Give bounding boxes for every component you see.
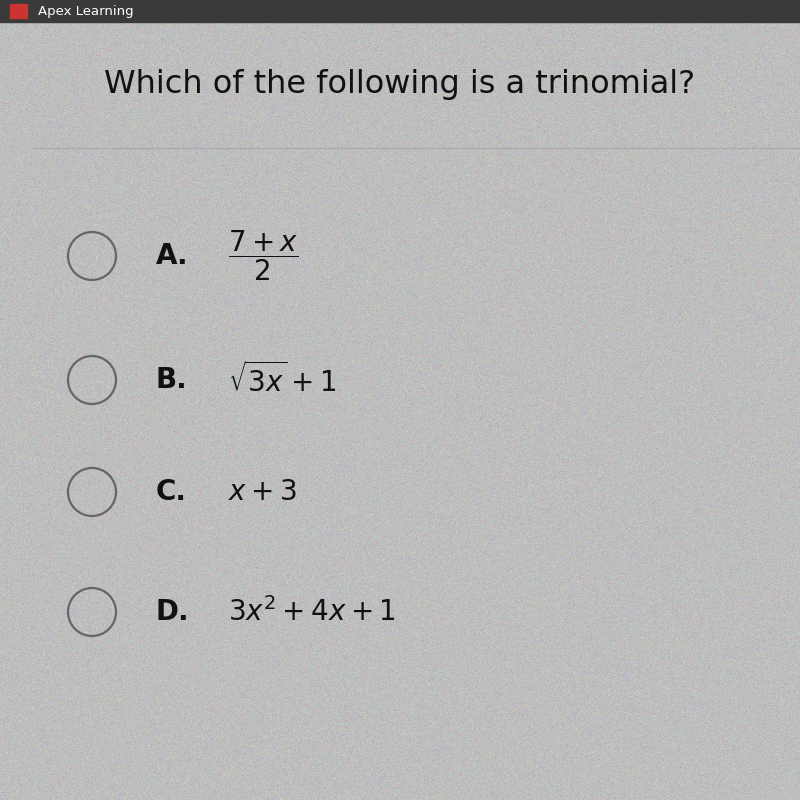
Text: $3x^{2}+4x+1$: $3x^{2}+4x+1$ [228,597,396,627]
Text: $\sqrt{3x}+1$: $\sqrt{3x}+1$ [228,362,337,398]
Text: C.: C. [156,478,187,506]
Text: $\dfrac{7+x}{2}$: $\dfrac{7+x}{2}$ [228,229,298,283]
FancyBboxPatch shape [10,5,27,18]
Text: D.: D. [156,598,190,626]
Text: Which of the following is a trinomial?: Which of the following is a trinomial? [105,69,695,99]
FancyBboxPatch shape [0,0,800,22]
Text: $x+3$: $x+3$ [228,478,297,506]
Text: B.: B. [156,366,188,394]
Text: Apex Learning: Apex Learning [38,5,134,18]
Text: A.: A. [156,242,189,270]
